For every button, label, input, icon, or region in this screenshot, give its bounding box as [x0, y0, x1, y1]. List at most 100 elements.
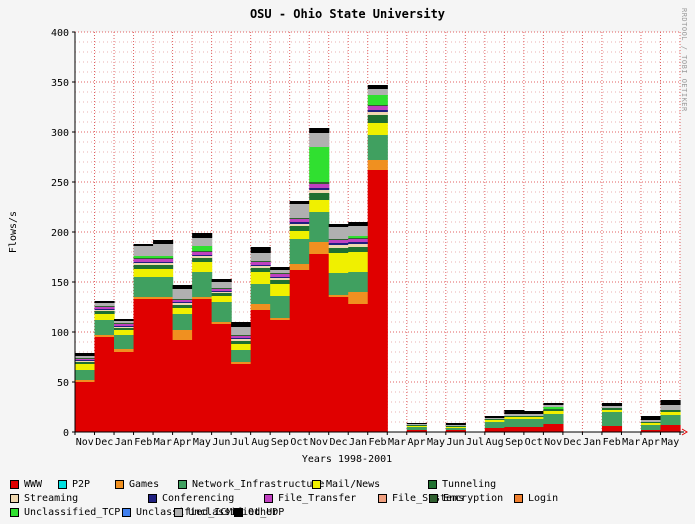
- bar-segment: [114, 321, 135, 323]
- bar-segment: [211, 289, 232, 291]
- side-credit-label: RRDTOOL / TOBI OETIKER: [680, 8, 688, 112]
- bar-segment: [523, 419, 544, 427]
- bar-segment: [309, 182, 330, 184]
- bar-segment: [231, 339, 252, 341]
- bar-stacks: [75, 85, 681, 432]
- bar-segment: [660, 410, 681, 412]
- bar-segment: [270, 270, 291, 273]
- bar-segment: [133, 297, 154, 299]
- bar-segment: [94, 301, 115, 303]
- bar-segment: [484, 419, 505, 420]
- bar-segment: [270, 273, 291, 274]
- bar-segment: [328, 273, 349, 295]
- bar-segment: [328, 240, 349, 243]
- bar-segment: [348, 238, 369, 239]
- bar-segment: [75, 382, 96, 432]
- bar-segment: [133, 244, 154, 246]
- legend-swatch: [10, 508, 19, 517]
- bar-segment: [94, 311, 115, 314]
- bar-segment: [231, 322, 252, 327]
- bar-segment: [270, 280, 291, 284]
- bar-segment: [94, 337, 115, 432]
- legend-swatch: [115, 480, 124, 489]
- y-tick-label: 100: [51, 328, 69, 339]
- bar-segment: [192, 255, 213, 256]
- bar-segment: [309, 133, 330, 147]
- legend-label: Unclassified_TCP: [24, 507, 121, 518]
- bar-segment: [406, 427, 427, 430]
- y-tick-label: 350: [51, 78, 69, 89]
- bar-segment: [153, 259, 174, 262]
- bar-segment: [445, 423, 466, 425]
- bar-segment: [504, 417, 525, 419]
- bar-segment: [133, 262, 154, 263]
- bar-segment: [114, 349, 135, 352]
- x-tick-label: Apr: [407, 437, 425, 448]
- x-tick-labels: Nov Dec Jan Feb Mar Apr May Jun Jul Aug Sep Oct Nov D…: [76, 437, 680, 448]
- bar-segment: [289, 218, 310, 219]
- bar-segment: [172, 299, 193, 300]
- bar-segment: [270, 267, 291, 270]
- bar-segment: [172, 340, 193, 432]
- bar-segment: [231, 336, 252, 338]
- bar-segment: [289, 239, 310, 264]
- legend-swatch: [312, 480, 321, 489]
- bar-segment: [172, 302, 193, 303]
- bar-segment: [250, 253, 271, 261]
- bar-segment: [250, 272, 271, 284]
- x-tick-label: Nov: [544, 437, 562, 448]
- bar-segment: [250, 262, 271, 265]
- x-tick-label: Dec: [564, 437, 582, 448]
- legend-item: Games: [115, 478, 159, 491]
- bar-segment: [231, 350, 252, 362]
- bar-segment: [172, 285, 193, 289]
- x-tick-label: May: [427, 437, 445, 448]
- y-tick-label: 300: [51, 128, 69, 139]
- bar-segment: [348, 244, 369, 247]
- legend-label: Streaming: [24, 493, 79, 504]
- bar-segment: [211, 322, 232, 324]
- bar-segment: [309, 242, 330, 254]
- legend-label: Conferencing: [162, 493, 235, 504]
- x-tick-label: Feb: [368, 437, 386, 448]
- bar-segment: [75, 353, 96, 356]
- bar-segment: [640, 430, 662, 432]
- legend-label: Tunneling: [442, 479, 497, 490]
- bar-segment: [406, 423, 427, 424]
- bar-segment: [309, 188, 330, 190]
- bar-segment: [543, 411, 564, 414]
- bar-segment: [289, 270, 310, 432]
- bar-segment: [309, 190, 330, 193]
- bar-segment: [153, 265, 174, 269]
- x-tick-label: Jan: [349, 437, 367, 448]
- bar-segment: [367, 110, 388, 112]
- legend-swatch: [514, 494, 523, 503]
- bar-segment: [211, 324, 232, 432]
- bar-segment: [153, 244, 174, 256]
- bar-segment: [640, 416, 662, 420]
- bar-segment: [192, 252, 213, 255]
- x-tick-label: Jan: [583, 437, 601, 448]
- bar-segment: [133, 259, 154, 262]
- bar-segment: [309, 200, 330, 212]
- bar-segment: [445, 428, 466, 430]
- bar-segment: [504, 410, 525, 414]
- legend-item: Other: [234, 506, 278, 519]
- legend-label: Other: [248, 507, 279, 518]
- legend-label: P2P: [72, 479, 91, 490]
- bar-segment: [367, 160, 388, 170]
- bar-segment: [348, 222, 369, 226]
- legend-label: File_Systems: [392, 493, 464, 504]
- bar-segment: [348, 252, 369, 272]
- bar-segment: [250, 268, 271, 272]
- bar-segment: [250, 247, 271, 253]
- bar-segment: [75, 362, 96, 364]
- bar-segment: [309, 212, 330, 242]
- bar-segment: [172, 303, 193, 305]
- x-tick-label: Dec: [329, 437, 347, 448]
- bar-segment: [445, 427, 466, 428]
- bar-segment: [523, 411, 544, 414]
- x-tick-label: Jul: [232, 437, 250, 448]
- bar-segment: [133, 265, 154, 269]
- x-tick-label: Feb: [603, 437, 621, 448]
